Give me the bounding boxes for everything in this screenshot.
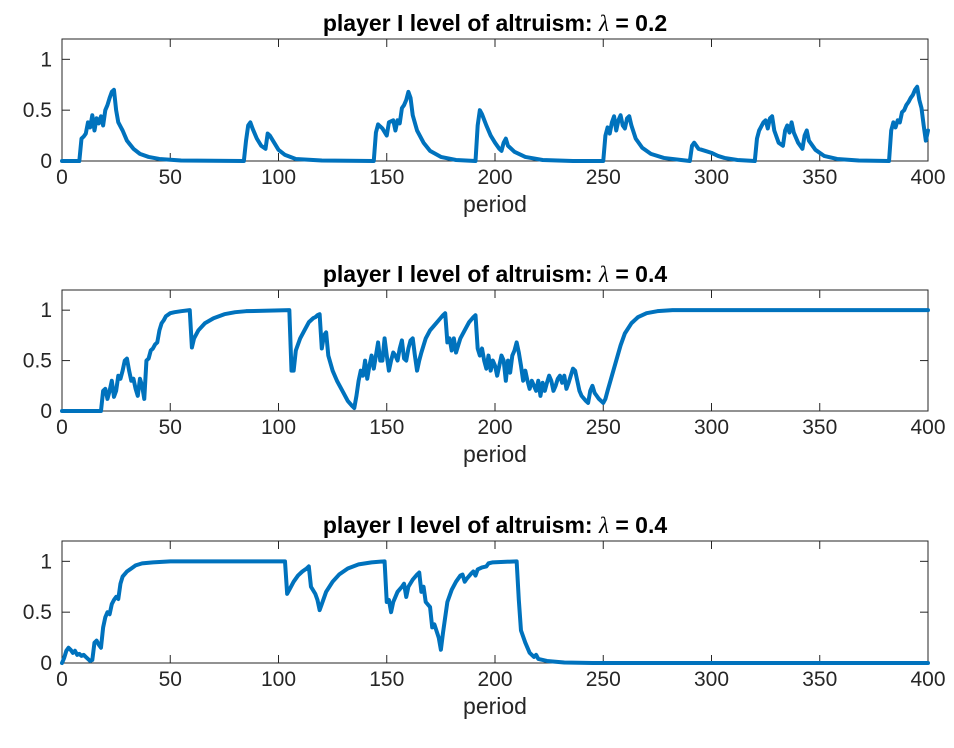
x-tick-label: 350 bbox=[802, 166, 837, 189]
x-tick-label: 250 bbox=[586, 416, 621, 439]
y-tick-label: 0.5 bbox=[23, 601, 52, 624]
y-tick-label: 0 bbox=[40, 150, 52, 173]
x-tick-label: 150 bbox=[369, 166, 404, 189]
x-tick-label: 100 bbox=[261, 416, 296, 439]
chart-title-prefix: player I level of altruism: bbox=[323, 10, 599, 36]
x-tick-label: 350 bbox=[802, 416, 837, 439]
x-axis-label: period bbox=[463, 441, 527, 467]
chart-panel-2: player I level of altruism: λ = 0.40 50 10… bbox=[23, 261, 946, 467]
y-tick-label: 1 bbox=[40, 299, 52, 322]
x-tick-label: 100 bbox=[261, 668, 296, 691]
chart-title: player I level of altruism: λ = 0.4 bbox=[323, 512, 667, 538]
y-tick-label: 1 bbox=[40, 48, 52, 71]
x-tick-label: 250 bbox=[586, 668, 621, 691]
x-tick-label: 300 bbox=[694, 668, 729, 691]
chart-title-suffix: = 0.2 bbox=[609, 10, 667, 36]
x-tick-label: 50 bbox=[159, 416, 182, 439]
y-tick-label: 0 bbox=[40, 652, 52, 675]
x-tick-label: 50 bbox=[159, 668, 182, 691]
y-tick-label: 0 bbox=[40, 400, 52, 423]
series-line bbox=[60, 559, 930, 665]
chart-title: player I level of altruism: λ = 0.4 bbox=[323, 261, 667, 287]
x-tick-label: 350 bbox=[802, 668, 837, 691]
x-tick-label: 400 bbox=[910, 416, 945, 439]
chart-title-symbol: λ bbox=[598, 262, 609, 287]
y-tick-label: 0.5 bbox=[23, 350, 52, 373]
x-tick-label: 400 bbox=[910, 668, 945, 691]
x-tick-label: 400 bbox=[910, 166, 945, 189]
x-axis-label: period bbox=[463, 191, 527, 217]
x-tick-label: 0 bbox=[56, 668, 68, 691]
chart-title-suffix: = 0.4 bbox=[609, 512, 667, 538]
x-tick-label: 0 bbox=[56, 416, 68, 439]
chart-title-symbol: λ bbox=[598, 513, 609, 538]
x-tick-label: 50 bbox=[159, 166, 182, 189]
chart-title-prefix: player I level of altruism: bbox=[323, 261, 599, 287]
chart-title-prefix: player I level of altruism: bbox=[323, 512, 599, 538]
y-tick-label: 1 bbox=[40, 550, 52, 573]
chart-title: player I level of altruism: λ = 0.2 bbox=[323, 10, 667, 36]
chart-panel-3: player I level of altruism: λ = 0.40 50 10… bbox=[23, 512, 946, 719]
x-tick-label: 150 bbox=[369, 416, 404, 439]
chart-panel-1: player I level of altruism: λ = 0.20 50 10… bbox=[23, 10, 946, 217]
x-tick-label: 150 bbox=[369, 668, 404, 691]
x-axis-label: period bbox=[463, 693, 527, 719]
series-line bbox=[60, 84, 930, 163]
chart-title-symbol: λ bbox=[598, 11, 609, 36]
x-tick-label: 250 bbox=[586, 166, 621, 189]
x-tick-label: 0 bbox=[56, 166, 68, 189]
x-tick-label: 100 bbox=[261, 166, 296, 189]
chart-title-suffix: = 0.4 bbox=[609, 261, 667, 287]
chart-panels: player I level of altruism: λ = 0.20 50 10… bbox=[23, 10, 946, 719]
x-tick-label: 200 bbox=[477, 668, 512, 691]
x-tick-label: 300 bbox=[694, 166, 729, 189]
x-tick-label: 300 bbox=[694, 416, 729, 439]
x-tick-label: 200 bbox=[477, 416, 512, 439]
series-line bbox=[60, 308, 930, 413]
y-tick-label: 0.5 bbox=[23, 99, 52, 122]
x-tick-label: 200 bbox=[477, 166, 512, 189]
